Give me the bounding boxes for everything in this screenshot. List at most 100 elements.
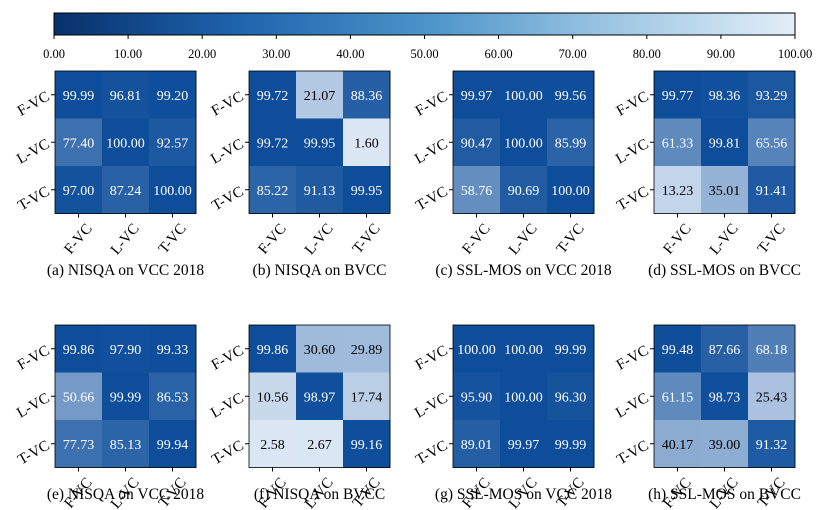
y-tick-label: F-VC xyxy=(15,89,53,120)
heatmap-cell xyxy=(547,166,595,214)
colorbar-tick-label: 100.00 xyxy=(778,47,812,61)
x-tick-label: T-VC xyxy=(156,221,190,257)
heatmap-cell xyxy=(249,325,297,373)
heatmap-cell xyxy=(547,118,595,167)
heatmap-cell xyxy=(149,372,197,421)
cell-value-label: 99.99 xyxy=(555,438,587,453)
colorbar-tick-label: 80.00 xyxy=(633,47,661,61)
cell-value-label: 85.99 xyxy=(555,136,587,151)
heatmap-cell xyxy=(249,71,297,119)
cell-value-label: 87.66 xyxy=(709,343,741,358)
cell-value-label: 17.74 xyxy=(351,390,383,405)
heatmap-cell xyxy=(343,420,391,468)
cell-value-label: 95.90 xyxy=(461,390,493,405)
x-tick-label: F-VC xyxy=(61,221,95,257)
heatmap-cell xyxy=(55,420,103,468)
cell-value-label: 96.30 xyxy=(555,390,587,405)
cell-value-label: 50.66 xyxy=(63,390,95,405)
cell-value-label: 100.00 xyxy=(551,184,590,199)
heatmap-cell xyxy=(343,325,391,373)
heatmap-cell xyxy=(654,118,702,167)
heatmap-cell xyxy=(296,325,344,373)
cell-value-label: 77.40 xyxy=(63,136,95,151)
heatmap-cell xyxy=(55,118,103,167)
heatmap-panel: 99.72 21.07 88.36 99.72 99.95 1.60 85.22 91.13 9… xyxy=(208,70,391,279)
heatmap-cell xyxy=(500,325,548,373)
cell-value-label: 91.41 xyxy=(756,184,788,199)
cell-value-label: 90.47 xyxy=(461,136,493,151)
y-tick-label: F-VC xyxy=(15,343,53,374)
cell-value-label: 88.36 xyxy=(351,89,383,104)
heatmap-cell xyxy=(654,71,702,119)
cell-value-label: 99.72 xyxy=(257,89,289,104)
y-tick-label: L-VC xyxy=(412,390,450,421)
heatmap-cell xyxy=(453,118,501,167)
cell-value-label: 99.48 xyxy=(662,343,694,358)
cell-value-label: 91.32 xyxy=(756,438,788,453)
y-tick-label: F-VC xyxy=(413,343,451,374)
y-tick-label: L-VC xyxy=(14,390,52,421)
cell-value-label: 89.01 xyxy=(461,438,493,453)
heatmap-cell xyxy=(654,325,702,373)
colorbar-tick-label: 10.00 xyxy=(114,47,142,61)
panel-caption: (c) SSL-MOS on VCC 2018 xyxy=(435,262,612,279)
cell-value-label: 97.90 xyxy=(110,343,142,358)
cell-value-label: 91.13 xyxy=(304,184,336,199)
heatmap-cell xyxy=(343,71,391,119)
panel-caption: (b) NISQA on BVCC xyxy=(253,262,387,279)
heatmap-cell xyxy=(654,166,702,214)
colorbar-tick-label: 50.00 xyxy=(410,47,438,61)
colorbar: 0.00 10.00 20.00 30.00 40.00 50.00 60.00 70.00 8… xyxy=(43,12,812,61)
heatmap-cell xyxy=(748,118,796,167)
colorbar-tick-label: 70.00 xyxy=(559,47,587,61)
cell-value-label: 98.97 xyxy=(304,390,336,405)
panel-caption: (g) SSL-MOS on VCC 2018 xyxy=(435,486,612,503)
cell-value-label: 99.99 xyxy=(555,343,587,358)
cell-value-label: 85.22 xyxy=(257,184,289,199)
cell-value-label: 99.97 xyxy=(461,89,493,104)
heatmap-cell xyxy=(453,420,501,468)
heatmap-cell xyxy=(547,372,595,421)
cell-value-label: 39.00 xyxy=(709,438,741,453)
panel-caption: (h) SSL-MOS on BVCC xyxy=(648,486,801,503)
heatmap-cell xyxy=(701,166,749,214)
heatmap-cell xyxy=(249,420,297,468)
heatmap-panel: 99.48 87.66 68.18 61.15 98.73 25.43 40.17 39.00… xyxy=(613,324,801,510)
colorbar-tick-label: 20.00 xyxy=(188,47,216,61)
heatmap-panel: 99.77 98.36 93.29 61.33 99.81 65.56 13.23 35.01… xyxy=(613,70,801,279)
heatmap-cell xyxy=(453,372,501,421)
heatmap-panel: 99.86 30.60 29.89 10.56 98.97 17.74 2.58 2.67 99… xyxy=(208,324,391,510)
heatmap-cell xyxy=(500,420,548,468)
colorbar-tick-label: 60.00 xyxy=(485,47,513,61)
y-tick-label: T-VC xyxy=(209,184,246,215)
cell-value-label: 90.69 xyxy=(508,184,540,199)
cell-value-label: 35.01 xyxy=(709,184,741,199)
cell-value-label: 100.00 xyxy=(504,343,543,358)
cell-value-label: 99.97 xyxy=(508,438,540,453)
cell-value-label: 99.81 xyxy=(709,136,741,151)
heatmap-cell xyxy=(296,118,344,167)
y-tick-label: L-VC xyxy=(208,390,246,421)
colorbar-tick-label: 90.00 xyxy=(707,47,735,61)
heatmap-cell xyxy=(102,420,150,468)
y-tick-label: F-VC xyxy=(209,89,247,120)
cell-value-label: 99.72 xyxy=(257,136,289,151)
heatmap-cell xyxy=(102,118,150,167)
heatmap-panel: 99.99 96.81 99.20 77.40 100.00 92.57 97.00 87.2… xyxy=(14,70,204,279)
y-tick-label: F-VC xyxy=(614,343,652,374)
x-tick-label: T-VC xyxy=(755,221,789,257)
heatmap-cell xyxy=(343,166,391,214)
heatmap-cell xyxy=(453,325,501,373)
y-tick-label: T-VC xyxy=(614,438,651,469)
y-tick-label: F-VC xyxy=(614,89,652,120)
heatmap-panel: 100.00 100.00 99.99 95.90 100.00 96.30 89.01 99… xyxy=(412,324,612,510)
cell-value-label: 99.99 xyxy=(110,390,142,405)
cell-value-label: 13.23 xyxy=(662,184,694,199)
cell-value-label: 2.58 xyxy=(260,438,285,453)
cell-value-label: 97.00 xyxy=(63,184,95,199)
cell-value-label: 100.00 xyxy=(504,390,543,405)
y-tick-label: T-VC xyxy=(15,438,52,469)
y-tick-label: L-VC xyxy=(412,136,450,167)
colorbar-gradient xyxy=(53,12,796,36)
